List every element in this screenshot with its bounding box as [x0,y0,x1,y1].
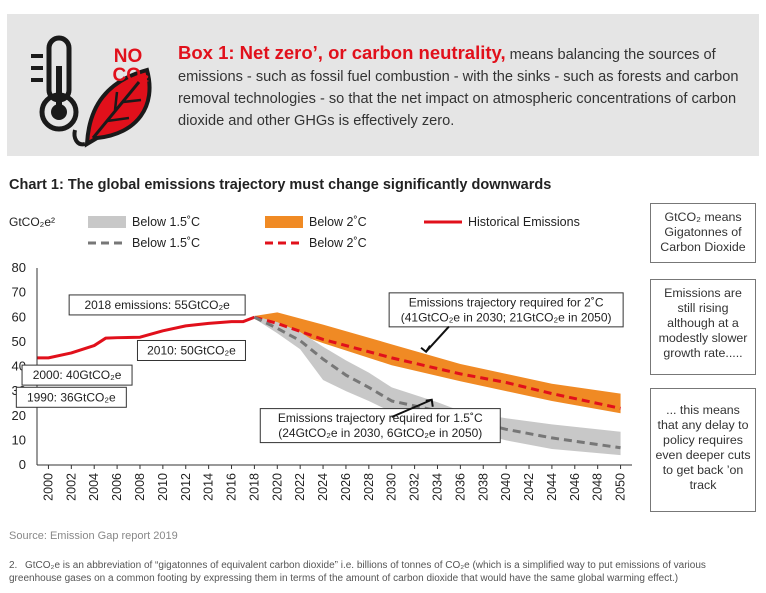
x-tick-label: 2026 [339,473,353,501]
x-tick-label: 2022 [293,473,307,501]
annotation-text: 2018 emissions: 55GtCO₂e [84,298,230,312]
x-tick-label: 2016 [225,473,239,501]
side-note-rising: Emissions are still rising although at a… [650,279,756,375]
y-tick-label: 0 [19,457,26,472]
annotation-box [136,339,246,361]
no-co2-badge-line2: CO₂ [113,65,150,86]
no-co2-badge-line1: NO [114,46,143,67]
x-tick-label: 2050 [614,473,628,501]
thermometer-icon [31,35,79,132]
x-tick-label: 2020 [270,473,284,501]
legend-label: Below 2˚C [309,236,367,250]
net-zero-box: NO CO₂ Box 1: Net zero’, or carbon neutr… [7,14,759,156]
series-line-0 [37,315,255,360]
y-axis-label: GtCO₂e² [9,215,55,229]
band-below-2c [254,312,621,414]
annotation-box [21,364,133,386]
net-zero-icon: NO CO₂ [31,35,152,148]
side-note-gtco2: GtCO₂ means Gigatonnes of Carbon Dioxide [650,203,756,263]
x-tick-label: 2006 [110,473,124,501]
x-tick-label: 2034 [430,473,444,501]
legend-swatch [88,216,126,228]
box-title: Box 1: Net zero’, or carbon neutrality, [178,42,506,63]
x-tick-label: 2004 [87,473,101,501]
annotation-box [259,408,501,444]
annotation-box [15,386,127,408]
y-tick-label: 80 [12,260,26,275]
legend-label: Below 1.5˚C [132,215,200,229]
x-tick-label: 2036 [453,473,467,501]
source-note: Source: Emission Gap report 2019 [9,530,178,542]
annotation-arrow-15c [391,398,433,418]
series-line-2 [253,315,621,450]
x-tick-label: 2046 [568,473,582,501]
x-tick-label: 2024 [316,473,330,501]
legend-label: Below 2˚C [309,215,367,229]
annotation-text: 1990: 36GtCO₂e [27,390,116,404]
series-line-1 [254,315,621,410]
x-tick-label: 2012 [179,473,193,501]
arrowhead-15c [425,398,434,407]
side-note-delay: ... this means that any delay to policy … [650,388,756,512]
legend-label: Historical Emissions [468,215,580,229]
y-tick-label: 20 [12,408,26,423]
annotation-text: 2010: 50GtCO₂e [147,343,236,357]
y-tick-label: 50 [12,334,26,349]
x-tick-label: 2010 [156,473,170,501]
annotation-box [388,292,624,328]
x-tick-label: 2038 [476,473,490,501]
x-tick-label: 2032 [408,473,422,501]
x-tick-label: 2028 [362,473,376,501]
x-tick-label: 2002 [64,473,78,501]
legend-swatch [265,216,303,228]
box-body: means balancing the sources of emissions… [178,47,739,129]
x-tick-label: 2030 [385,473,399,501]
box-description: Box 1: Net zero’, or carbon neutrality, … [178,42,748,132]
x-tick-label: 2008 [133,473,147,501]
footnote-text: GtCO₂e is an abbreviation of “gigatonnes… [9,560,706,584]
annotation-text: Emissions trajectory required for 1.5˚C [278,411,483,425]
x-tick-label: 2048 [591,473,605,501]
arrowhead-2c [420,345,431,354]
x-tick-label: 2044 [545,473,559,501]
annotation-text: (24GtCO₂e in 2030, 6GtCO₂e in 2050) [278,426,482,440]
footnote-number: 2. [9,560,18,571]
annotation-text: (41GtCO₂e in 2030; 21GtCO₂e in 2050) [401,310,612,324]
y-tick-label: 70 [12,285,26,300]
x-tick-label: 2014 [202,473,216,501]
annotation-box [68,294,246,316]
annotation-text: 2000: 40GtCO₂e [33,368,122,382]
chart-title: Chart 1: The global emissions trajectory… [9,177,552,193]
x-tick-label: 2042 [522,473,536,501]
x-tick-label: 2000 [41,473,55,501]
leaf-icon [72,67,152,148]
x-tick-label: 2018 [247,473,261,501]
x-tick-label: 2040 [499,473,513,501]
annotation-text: Emissions trajectory required for 2˚C [409,295,604,309]
y-tick-label: 60 [12,309,26,324]
y-tick-label: 10 [12,432,26,447]
footnote: 2. GtCO₂e is an abbreviation of “gigatonn… [9,559,759,585]
legend-label: Below 1.5˚C [132,236,200,250]
